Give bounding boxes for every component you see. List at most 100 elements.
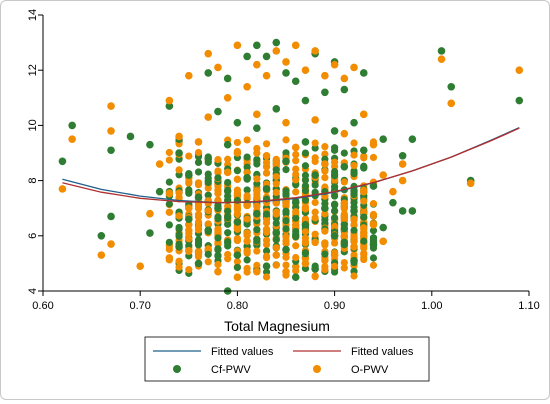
o-pwv-point: [233, 149, 242, 157]
cf-pwv-point: [360, 213, 368, 221]
cf-pwv-point: [282, 225, 290, 233]
cf-pwv-point: [301, 149, 310, 157]
cf-pwv-point: [107, 212, 115, 221]
cf-pwv-point: [194, 236, 203, 244]
o-pwv-point: [262, 169, 271, 177]
o-pwv-point: [350, 221, 358, 229]
x-tick-label: 0.90: [324, 300, 345, 312]
cf-pwv-point: [360, 164, 368, 172]
o-pwv-point: [272, 47, 281, 55]
o-pwv-point: [379, 237, 388, 246]
cf-pwv-point: [331, 183, 339, 191]
o-pwv-point: [311, 157, 319, 166]
cf-pwv-point: [126, 132, 135, 141]
o-pwv-point: [292, 242, 300, 250]
o-pwv-point: [301, 259, 310, 268]
o-pwv-point: [214, 227, 222, 235]
o-pwv-point: [223, 94, 232, 102]
o-pwv-point: [185, 71, 193, 80]
o-pwv-point: [262, 151, 271, 160]
o-pwv-point: [292, 165, 300, 173]
cf-pwv-point: [68, 121, 76, 130]
cf-pwv-point: [175, 225, 183, 233]
o-pwv-point: [282, 118, 290, 127]
cf-pwv-point: [301, 138, 310, 146]
o-pwv-point: [379, 171, 388, 179]
o-pwv-point: [321, 71, 329, 80]
o-pwv-point: [311, 139, 319, 147]
o-pwv-point: [272, 210, 280, 218]
cf-pwv-point: [272, 219, 280, 227]
o-pwv-point: [321, 143, 329, 151]
cf-pwv-point: [350, 256, 358, 265]
cf-pwv-point: [447, 82, 456, 91]
cf-pwv-point: [107, 146, 115, 155]
cf-pwv-point: [301, 171, 310, 179]
o-pwv-point: [301, 215, 310, 223]
o-pwv-point: [165, 208, 173, 216]
o-pwv-point: [331, 239, 339, 247]
cf-pwv-point: [204, 178, 212, 187]
o-pwv-point: [301, 227, 310, 236]
cf-pwv-point: [185, 171, 193, 179]
legend-box: [144, 336, 430, 382]
cf-pwv-point: [340, 85, 349, 94]
cf-pwv-point: [146, 229, 154, 237]
o-pwv-point: [233, 138, 241, 147]
o-pwv-point: [175, 257, 183, 265]
o-pwv-point: [321, 160, 329, 168]
cf-pwv-point: [194, 241, 203, 249]
o-pwv-point: [330, 251, 339, 259]
cf-pwv-point: [311, 171, 319, 179]
y-tick-label: 10: [27, 119, 39, 131]
o-pwv-point: [359, 187, 368, 196]
o-pwv-point: [291, 41, 300, 50]
o-pwv-point: [146, 209, 154, 218]
o-pwv-point: [204, 258, 212, 266]
o-pwv-point: [311, 238, 319, 246]
cf-pwv-point: [253, 160, 261, 168]
cf-pwv-point: [243, 256, 251, 264]
o-pwv-point: [350, 63, 358, 72]
cf-pwv-point: [165, 102, 174, 110]
cf-pwv-point: [291, 77, 300, 86]
o-pwv-point: [340, 74, 349, 83]
o-pwv-point: [243, 247, 251, 255]
cf-pwv-point: [243, 163, 251, 171]
o-pwv-point: [233, 236, 241, 244]
cf-pwv-point: [262, 52, 271, 61]
o-pwv-point: [331, 223, 339, 231]
o-pwv-point: [185, 266, 193, 274]
o-pwv-point: [253, 187, 261, 195]
o-pwv-point: [340, 233, 348, 241]
cf-pwv-point: [224, 186, 232, 194]
legend: Fitted values Fitted values Cf-PWV O-PWV: [144, 336, 430, 382]
o-pwv-point: [185, 152, 193, 160]
o-pwv-point: [262, 215, 271, 223]
o-pwv-point: [331, 162, 339, 171]
o-pwv-point: [107, 102, 115, 110]
cf-pwv-point: [359, 69, 368, 77]
cf-pwv-point: [331, 144, 339, 152]
o-pwv-point: [185, 221, 193, 229]
o-pwv-point: [282, 261, 290, 269]
o-pwv-point: [97, 251, 106, 259]
o-pwv-point: [214, 260, 222, 269]
o-pwv-point: [301, 205, 310, 213]
cf-pwv-point: [223, 140, 232, 149]
o-pwv-point: [359, 110, 368, 119]
o-pwv-point: [311, 198, 319, 207]
o-pwv-point: [253, 175, 261, 183]
cf-pwv-point: [214, 246, 222, 254]
o-pwv-point: [262, 140, 271, 148]
cf-pwv-point: [359, 146, 368, 155]
o-pwv-point: [175, 166, 183, 174]
o-pwv-point: [340, 264, 348, 272]
o-pwv-point: [136, 262, 144, 270]
o-pwv-point: [165, 254, 174, 262]
cf-pwv-point: [262, 185, 271, 193]
cf-pwv-point: [262, 210, 271, 218]
legend-label: Fitted values: [351, 346, 414, 358]
o-pwv-point: [369, 261, 378, 269]
